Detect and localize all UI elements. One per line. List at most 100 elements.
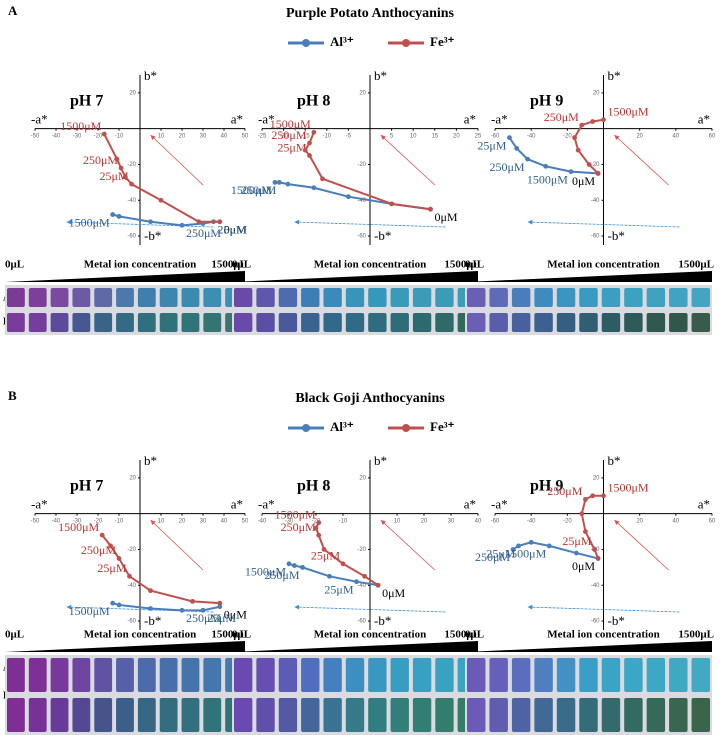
point-label: 1500μM — [231, 183, 272, 197]
strip-end: 1500μL — [678, 259, 714, 271]
data-point — [543, 163, 549, 169]
x-tick-label: 10 — [158, 518, 165, 524]
data-point — [179, 222, 185, 228]
trend-arrow — [527, 604, 680, 613]
x-tick-label: 15 — [431, 133, 438, 139]
vial — [234, 288, 253, 307]
vial — [94, 698, 113, 732]
data-point — [118, 165, 124, 171]
vial — [203, 658, 222, 692]
data-point — [389, 201, 394, 207]
series-line — [303, 131, 431, 211]
vial — [323, 288, 342, 307]
vial — [390, 313, 409, 332]
point-label: 0μM — [382, 586, 405, 600]
vial — [234, 313, 253, 332]
axis-label: -b* — [144, 228, 161, 243]
point-label: 1500μM — [527, 172, 568, 186]
chart-title: pH 7 — [70, 478, 103, 495]
x-tick-label: 20 — [636, 518, 643, 524]
data-point — [362, 573, 367, 579]
y-tick-label: 20 — [359, 475, 366, 481]
vial — [534, 288, 553, 307]
panel-label: A — [8, 3, 18, 18]
vial — [601, 313, 621, 332]
point-label: 25μM — [207, 611, 236, 625]
axis-label: b* — [608, 453, 621, 468]
vial — [646, 288, 666, 307]
x-tick-label: -40 — [52, 518, 61, 524]
y-tick-label: -40 — [591, 583, 600, 589]
point-label: 1500μM — [608, 104, 649, 118]
data-point — [514, 145, 520, 151]
vial — [511, 288, 531, 307]
y-tick-label: -40 — [127, 583, 136, 589]
x-tick-label: -20 — [94, 133, 103, 139]
legend-label: Al³⁺ — [330, 34, 354, 49]
point-label: 1500μM — [270, 117, 311, 131]
trend-arrow — [150, 134, 204, 186]
data-point — [601, 117, 606, 123]
data-point — [316, 520, 322, 526]
legend-marker — [302, 424, 310, 432]
point-label: 250μM — [83, 153, 118, 167]
axis-label: b* — [144, 68, 157, 83]
vial — [203, 288, 222, 307]
vial — [534, 698, 553, 732]
vial — [691, 313, 710, 332]
point-label: 250μM — [547, 484, 582, 498]
y-tick-label: -60 — [127, 619, 136, 625]
vial — [579, 698, 598, 732]
vial — [435, 288, 454, 307]
strip-start: 0μL — [465, 259, 484, 271]
vial — [435, 313, 454, 332]
vial — [646, 313, 666, 332]
vial — [323, 658, 342, 692]
point-label: 250μM — [264, 568, 299, 582]
vial — [50, 698, 69, 732]
axis-label: -b* — [374, 228, 391, 243]
y-tick-label: -60 — [591, 619, 600, 625]
y-tick-label: -60 — [591, 234, 600, 240]
strip-label: Metal ion concentration — [547, 629, 659, 641]
vial — [624, 313, 643, 332]
strip-end: 1500μL — [211, 629, 247, 641]
point-label: 25μM — [311, 549, 340, 563]
vial — [94, 658, 113, 692]
x-tick-label: 25 — [475, 133, 482, 139]
strip-label: Metal ion concentration — [84, 629, 196, 641]
data-point — [572, 135, 577, 141]
vial — [345, 658, 365, 692]
axis-label: b* — [374, 453, 387, 468]
axis-label: a* — [464, 497, 476, 512]
data-point — [307, 140, 312, 146]
x-tick-label: -20 — [563, 133, 572, 139]
strip-start: 0μL — [232, 629, 251, 641]
vial — [390, 288, 409, 307]
vial — [116, 658, 134, 692]
vial — [323, 313, 342, 332]
vial — [137, 313, 156, 332]
vial — [534, 658, 553, 692]
vial — [278, 658, 298, 692]
vial — [256, 313, 275, 332]
panel-label: B — [8, 388, 17, 403]
axis-label: -a* — [258, 112, 275, 127]
data-point — [579, 511, 585, 517]
vial — [278, 313, 298, 332]
vial — [624, 658, 643, 692]
vial — [601, 658, 621, 692]
axis-label: a* — [698, 497, 710, 512]
vial — [72, 313, 91, 332]
vial — [511, 658, 531, 692]
x-tick-label: 20 — [421, 518, 428, 524]
data-point — [108, 543, 113, 549]
strip-label: Metal ion concentration — [314, 259, 426, 271]
y-tick-label: 20 — [593, 90, 600, 96]
x-tick-label: -60 — [491, 518, 500, 524]
strip-label: Metal ion concentration — [547, 259, 659, 271]
point-label: 250μM — [271, 128, 306, 142]
data-point — [586, 162, 592, 167]
axis-label: -a* — [31, 112, 48, 127]
